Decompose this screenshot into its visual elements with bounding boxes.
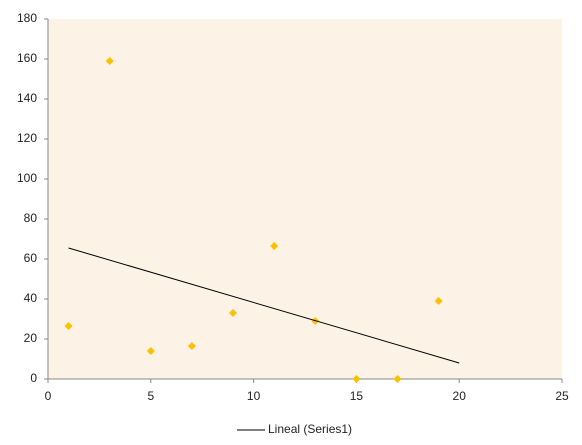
y-tick-label: 180 — [17, 11, 37, 25]
plot-area — [48, 19, 562, 379]
x-tick-label: 0 — [45, 389, 52, 403]
x-tick-label: 5 — [147, 389, 154, 403]
x-tick-label: 15 — [350, 389, 364, 403]
y-tick-label: 0 — [30, 371, 37, 385]
point — [393, 375, 402, 383]
point — [105, 57, 114, 65]
point — [64, 322, 73, 330]
point — [187, 342, 196, 350]
point — [270, 242, 279, 250]
point — [352, 375, 361, 383]
y-tick-label: 40 — [24, 291, 38, 305]
x-tick-label: 25 — [555, 389, 569, 403]
y-tick-label: 120 — [17, 131, 37, 145]
trend-line — [68, 247, 460, 364]
y-tick-label: 100 — [17, 171, 37, 185]
point — [146, 347, 155, 355]
y-tick-label: 140 — [17, 91, 37, 105]
y-tick-label: 160 — [17, 51, 37, 65]
point — [434, 297, 443, 305]
y-tick-label: 80 — [24, 211, 38, 225]
point — [229, 309, 238, 317]
legend-label: Lineal (Series1) — [268, 422, 352, 436]
x-tick-label: 10 — [247, 389, 261, 403]
y-tick-label: 20 — [24, 331, 38, 345]
y-tick-label: 60 — [24, 251, 38, 265]
x-tick-label: 20 — [453, 389, 467, 403]
